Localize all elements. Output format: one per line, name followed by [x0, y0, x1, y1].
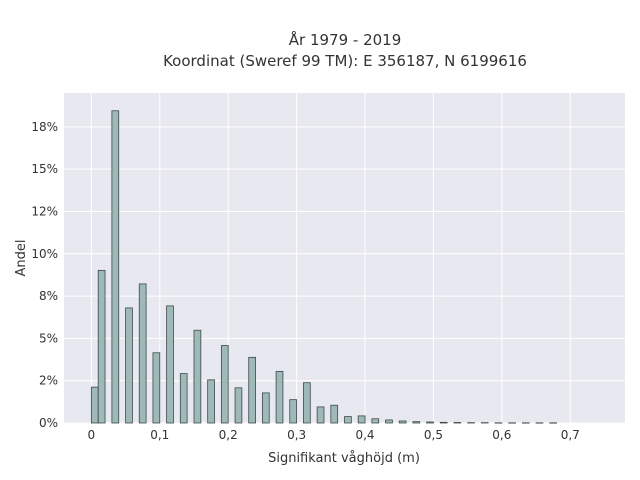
histogram-bar	[262, 392, 270, 424]
histogram-bar	[166, 305, 174, 424]
histogram-bar	[97, 269, 106, 424]
histogram-bar	[398, 420, 407, 424]
histogram-bar	[303, 382, 311, 424]
grid-lines	[64, 93, 625, 424]
histogram-bar	[207, 379, 215, 424]
y-tick-label: 15%	[31, 162, 58, 176]
histogram-bar	[90, 386, 99, 424]
x-tick-label: 0,1	[150, 428, 169, 442]
histogram-bar	[426, 421, 434, 424]
histogram-bar	[316, 406, 325, 424]
histogram-bar	[138, 283, 147, 424]
histogram-bar	[275, 370, 284, 424]
histogram-bar	[453, 422, 462, 424]
histogram-bar	[248, 356, 256, 424]
histogram-bar	[357, 415, 366, 424]
y-axis-label: Andel	[14, 240, 29, 277]
histogram-bar	[330, 404, 339, 424]
histogram-bar	[193, 329, 202, 424]
y-tick-label: 5%	[39, 331, 58, 345]
histogram-bar	[344, 416, 352, 424]
x-tick-label: 0,6	[492, 428, 511, 442]
x-tick-label: 0,5	[424, 428, 443, 442]
x-tick-label: 0,4	[355, 428, 374, 442]
y-tick-label: 0%	[39, 416, 58, 430]
x-axis-ticks: 0 0,1 0,2 0,3 0,4 0,5 0,6 0,7	[88, 428, 580, 442]
chart-title-line-2: Koordinat (Sweref 99 TM): E 356187, N 61…	[163, 52, 527, 70]
y-tick-label: 2%	[39, 374, 58, 388]
histogram-bar	[385, 419, 393, 424]
y-tick-label: 10%	[31, 247, 58, 261]
chart-title-line-1: År 1979 - 2019	[289, 30, 402, 49]
histogram-bar	[111, 110, 120, 424]
histogram-bar	[220, 345, 229, 424]
histogram-bar	[439, 421, 448, 424]
y-axis-ticks: 0% 2% 5% 8% 10% 12% 15% 18%	[31, 120, 58, 430]
histogram-bar	[412, 421, 421, 424]
x-axis-label: Signifikant våghöjd (m)	[268, 451, 420, 466]
x-tick-label: 0	[88, 428, 96, 442]
plot-area	[64, 93, 625, 423]
histogram-bars	[90, 110, 557, 424]
histogram-bar	[234, 387, 243, 424]
x-tick-label: 0,3	[287, 428, 306, 442]
histogram-bar	[179, 373, 188, 424]
y-tick-label: 18%	[31, 120, 58, 134]
x-tick-label: 0,7	[561, 428, 580, 442]
y-tick-label: 12%	[31, 204, 58, 218]
histogram-bar	[289, 399, 298, 424]
histogram-bar	[125, 307, 133, 424]
y-tick-label: 8%	[39, 289, 58, 303]
histogram-bar	[152, 352, 161, 424]
histogram-bar	[371, 418, 380, 424]
x-tick-label: 0,2	[219, 428, 238, 442]
